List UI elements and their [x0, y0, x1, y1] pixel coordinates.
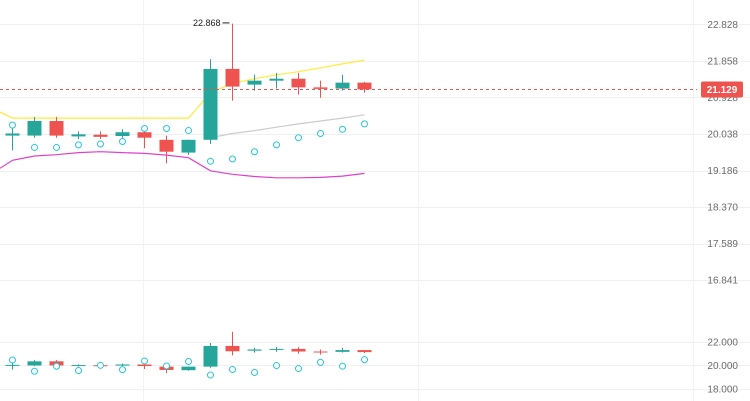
lower-y-tick-label: 20.000 [707, 361, 738, 372]
lower-indicator-marker [97, 361, 104, 369]
indicator-marker [97, 140, 104, 148]
indicator-markers [9, 120, 368, 165]
highest-price-annotation: 22.868 [193, 18, 230, 28]
indicator-marker [9, 121, 16, 129]
y-tick-label: 19.186 [707, 166, 738, 177]
middle-band-line [210, 114, 365, 139]
indicator-marker [251, 148, 258, 156]
lower-y-tick-label: 18.000 [707, 385, 738, 396]
lower-y-tick-label: 22.000 [707, 337, 738, 348]
indicator-marker [53, 143, 60, 151]
lower-indicator-marker [75, 367, 82, 375]
candle-body [71, 134, 86, 137]
lower-indicator-marker [207, 371, 214, 379]
lower-candle-body [313, 351, 328, 353]
lower-markers [9, 356, 368, 379]
indicator-marker [185, 127, 192, 135]
y-tick-label: 20.038 [707, 129, 738, 140]
lower-candles [5, 331, 372, 374]
lower-candle-body [27, 361, 42, 366]
indicator-marker [229, 155, 236, 163]
lower-candle-body [181, 366, 196, 371]
highest-price-label: 22.868 [193, 18, 221, 28]
candle-body [269, 78, 284, 81]
lower-indicator-marker [119, 366, 126, 374]
indicator-marker [361, 120, 368, 128]
candle-body [291, 78, 306, 88]
y-tick-label: 16.841 [707, 276, 738, 287]
indicator-marker [163, 124, 170, 132]
candle-body [181, 139, 196, 153]
lower-candle-body [269, 348, 284, 350]
lower-indicator-marker [185, 358, 192, 366]
candle-body [159, 139, 174, 152]
y-tick-label: 21.858 [707, 56, 738, 67]
candle-body [49, 120, 64, 136]
indicator-marker [207, 157, 214, 165]
lower-candle-body [137, 364, 152, 367]
y-axis-main: 22.828 21.858 20.928 20.038 19.186 18.370 17.5… [707, 20, 738, 287]
candle-body [335, 82, 350, 89]
lower-indicator-marker [31, 367, 38, 375]
candle-body [27, 120, 42, 136]
indicator-marker [273, 141, 280, 149]
candle-body [137, 132, 152, 138]
last-price-tag: 21.129 [701, 81, 743, 98]
lower-indicator-marker [9, 356, 16, 364]
last-price-tag-bg [701, 81, 743, 98]
indicator-marker [119, 137, 126, 145]
candle-body [5, 133, 20, 136]
candle-body [313, 87, 328, 89]
candle-body [357, 82, 372, 90]
lower-indicator-marker [295, 365, 302, 373]
candle-body [203, 68, 218, 140]
upper-band-line [0, 59, 365, 119]
lower-indicator-marker [317, 358, 324, 366]
lower-indicator-marker [53, 362, 60, 370]
last-price-tag-text: 21.129 [707, 85, 738, 96]
indicator-marker [31, 143, 38, 151]
candle-body [93, 134, 108, 137]
indicator-marker [75, 141, 82, 149]
y-tick-label: 17.589 [707, 239, 738, 250]
indicator-marker [317, 129, 324, 137]
lower-indicator-marker [229, 365, 236, 373]
lower-band-line [0, 151, 365, 179]
lower-candle-body [203, 345, 218, 367]
lower-candle-body [115, 364, 130, 366]
lower-indicator-marker [163, 362, 170, 370]
candle-body [115, 132, 130, 137]
candle-body [225, 68, 240, 87]
indicator-marker [295, 134, 302, 142]
y-axis-lower: 22.000 20.000 18.000 [707, 337, 738, 395]
indicator-marker [141, 124, 148, 132]
y-tick-label: 22.828 [707, 20, 738, 31]
lower-indicator-marker [251, 368, 258, 376]
lower-indicator-marker [361, 356, 368, 364]
lower-indicator-marker [339, 362, 346, 370]
y-tick-label: 18.370 [707, 203, 738, 214]
lower-candle-body [291, 348, 306, 352]
main-candles [5, 23, 372, 164]
lower-candle-body [357, 350, 372, 353]
candle-body [247, 80, 262, 85]
y-tick-label: 20.928 [707, 93, 738, 104]
lower-candle-body [5, 364, 20, 366]
middle-band-path [210, 114, 365, 139]
upper-band-path [0, 59, 365, 119]
indicator-marker [339, 125, 346, 133]
lower-candle-body [225, 345, 240, 352]
lower-indicator-marker [273, 362, 280, 370]
lower-candle-body [71, 365, 86, 367]
lower-candle-body [247, 349, 262, 351]
lower-candle-body [335, 350, 350, 352]
lower-band-path [0, 151, 365, 179]
lower-indicator-marker [141, 357, 148, 365]
